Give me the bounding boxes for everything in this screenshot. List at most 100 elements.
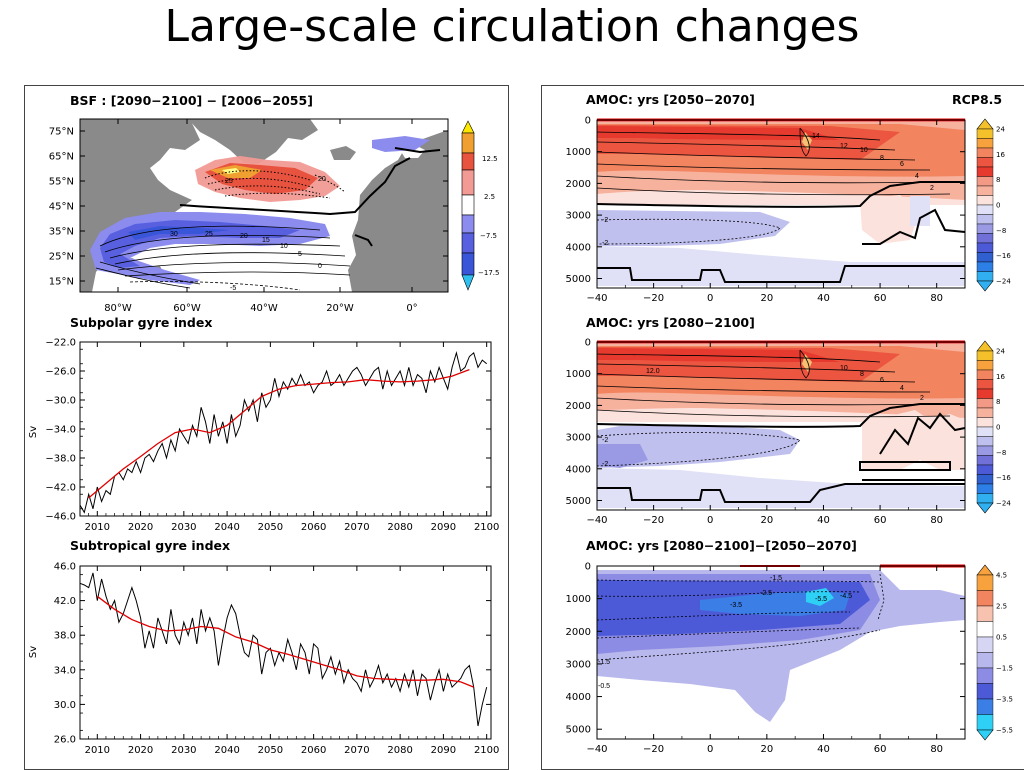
amoc-lat-label: −20 xyxy=(643,744,664,755)
land-europe-africa xyxy=(348,130,448,292)
colorbar-swatch xyxy=(976,271,994,282)
colorbar-swatch xyxy=(976,185,994,196)
colorbar-swatch xyxy=(976,388,994,399)
colorbar-swatch xyxy=(976,252,994,263)
amoc3-contour-label: -5.5 xyxy=(815,596,827,603)
amoc1-contour-label: 14 xyxy=(812,133,820,140)
amoc-depth-label: 5000 xyxy=(566,274,591,285)
map-contour-label: 15 xyxy=(262,237,270,244)
amoc2-contour-label: -2 xyxy=(602,437,608,444)
colorbar-top-arrow xyxy=(976,118,994,130)
colorbar-swatch xyxy=(976,166,994,177)
amoc2-contour-label: 4 xyxy=(900,385,904,392)
colorbar-swatch xyxy=(976,195,994,206)
colorbar-label: −24 xyxy=(996,500,1011,508)
subpolar-smoothed-line xyxy=(88,368,470,499)
colorbar-swatch xyxy=(976,233,994,244)
colorbar-label: 2.5 xyxy=(996,603,1007,611)
colorbar-swatch xyxy=(976,683,994,700)
colorbar-swatch xyxy=(976,417,994,428)
amoc2-contour-label: 12.0 xyxy=(646,368,660,375)
colorbar-label: −3.5 xyxy=(996,696,1013,704)
subtropical-smoothed-line xyxy=(96,595,474,688)
colorbar-top-arrow xyxy=(976,564,994,576)
colorbar-swatch xyxy=(976,590,994,607)
bsf-map: 25 20 30 25 20 15 10 5 0 -5 xyxy=(80,119,448,292)
colorbar-swatch xyxy=(976,667,994,684)
subtropical-ytick-label: 42.0 xyxy=(54,596,76,607)
amoc2-title: AMOC: yrs [2080−2100] xyxy=(586,315,755,330)
subpolar-xtick-label: 2020 xyxy=(128,522,153,533)
subtropical-ytick-label: 34.0 xyxy=(54,665,76,676)
amoc-depth-label: 0 xyxy=(585,562,591,573)
amoc2-section: 12.0 10 8 6 4 2 -2 -2 xyxy=(596,340,966,510)
map-zero-contour xyxy=(179,147,441,247)
amoc-lat-label: 60 xyxy=(874,744,887,755)
subpolar-plot: −22.0 −26.0 −30.0 −34.0 −38.0 −42.0 −46.0 2010 2… xyxy=(45,338,499,534)
colorbar-label: 24 xyxy=(996,348,1005,356)
map-lat-label: 75°N xyxy=(49,127,74,138)
subpolar-ytick-label: −34.0 xyxy=(45,425,76,436)
amoc-lat-label: −20 xyxy=(643,515,664,526)
colorbar-label: −16 xyxy=(996,252,1011,260)
amoc2-contour-label: 10 xyxy=(840,365,848,372)
colorbar-swatch xyxy=(976,223,994,234)
land-iceland xyxy=(330,146,356,160)
subpolar-annual-line xyxy=(79,350,488,514)
subpolar-ylabel: Sv xyxy=(28,426,39,438)
colorbar-label: −16 xyxy=(996,474,1011,482)
amoc1-contour-label: 2 xyxy=(930,185,934,192)
colorbar-bottom-arrow xyxy=(976,729,994,741)
map-colorbar-label: 2.5 xyxy=(484,193,495,201)
bsf-map-title: BSF : [2090−2100] − [2006−2055] xyxy=(70,93,313,108)
subtropical-xtick-label: 2040 xyxy=(214,745,239,756)
amoc1-contour-label: -2 xyxy=(602,217,608,224)
subpolar-xtick-label: 2060 xyxy=(301,522,326,533)
map-lat-label: 65°N xyxy=(49,152,74,163)
amoc-lat-label: 0 xyxy=(707,293,713,304)
subtropical-ytick-label: 30.0 xyxy=(54,700,76,711)
subtropical-xtick-label: 2090 xyxy=(431,745,456,756)
amoc-lat-label: −40 xyxy=(586,515,607,526)
amoc3-axes: 0 1000 2000 3000 4000 5000 −40 −20 0 20 40 60 80 xyxy=(566,562,966,755)
map-contour-label: 25 xyxy=(225,178,233,185)
subtropical-title: Subtropical gyre index xyxy=(70,538,230,553)
map-contour-label: 10 xyxy=(280,243,288,250)
map-contour-label: 30 xyxy=(170,231,178,238)
amoc-lat-label: −20 xyxy=(643,293,664,304)
map-lon-label: 40°W xyxy=(250,303,278,314)
amoc-depth-label: 2000 xyxy=(566,179,591,190)
amoc-depth-label: 4000 xyxy=(566,464,591,475)
map-lat-label: 45°N xyxy=(49,202,74,213)
subpolar-title: Subpolar gyre index xyxy=(70,315,212,330)
amoc-lat-label: −40 xyxy=(586,744,607,755)
subpolar-ytick-label: −42.0 xyxy=(45,483,76,494)
amoc2-colorbar: 24 16 8 0 −8 −16 −24 xyxy=(976,340,1011,514)
colorbar-swatch xyxy=(976,369,994,380)
amoc-depth-label: 3000 xyxy=(566,433,591,444)
subtropical-ytick-label: 38.0 xyxy=(54,631,76,642)
colorbar-swatch xyxy=(976,574,994,591)
amoc-lat-label: 0 xyxy=(707,744,713,755)
amoc2-frame xyxy=(596,341,966,511)
subtropical-xtick-label: 2060 xyxy=(301,745,326,756)
subtropical-plot: 46.0 42.0 38.0 34.0 30.0 26.0 2010 2020 2030 2040… xyxy=(54,562,500,757)
amoc-depth-label: 3000 xyxy=(566,211,591,222)
amoc2-contour-label: 6 xyxy=(880,377,884,384)
colorbar-swatch xyxy=(976,436,994,447)
subtropical-ylabel: Sv xyxy=(28,646,39,658)
map-axes: 75°N 65°N 55°N 45°N 35°N 25°N 15°N 80°W 60°W 40°W… xyxy=(49,119,448,314)
subpolar-xtick-label: 2050 xyxy=(258,522,283,533)
map-lon-label: 0° xyxy=(406,303,417,314)
amoc3-contour-label: -1.5 xyxy=(598,659,610,666)
colorbar-swatch xyxy=(976,407,994,418)
amoc1-axes: 0 1000 2000 3000 4000 5000 −40 −20 0 20 40 60 80 xyxy=(566,116,966,304)
colorbar-swatch xyxy=(976,157,994,168)
amoc1-contour-label: 12 xyxy=(840,143,848,150)
colorbar-swatch xyxy=(976,379,994,390)
subpolar-ytick-label: −22.0 xyxy=(45,338,76,349)
subpolar-ytick-label: −26.0 xyxy=(45,367,76,378)
map-lon-label: 60°W xyxy=(173,303,201,314)
scenario-label: RCP8.5 xyxy=(952,92,1002,107)
